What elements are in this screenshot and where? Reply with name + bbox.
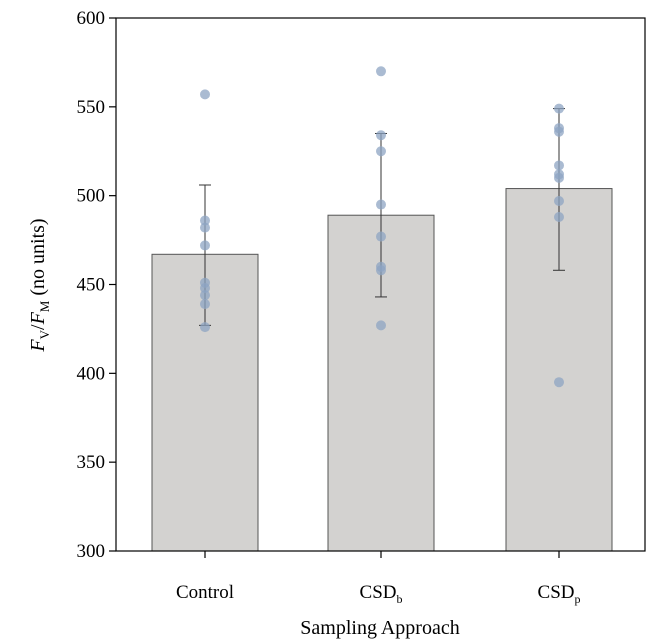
- data-point-2-7: [554, 211, 564, 222]
- x-axis: Control CSDb CSDp: [176, 551, 581, 606]
- data-point-2-3: [554, 160, 564, 171]
- data-point-0-2: [200, 222, 210, 233]
- y-axis-title-sep: /: [27, 324, 49, 330]
- data-point-0-1: [200, 215, 210, 226]
- data-point-2-5: [554, 172, 564, 183]
- data-point-1-2: [376, 146, 386, 157]
- y-axis-title-f1: F: [27, 339, 49, 353]
- data-point-0-3: [200, 240, 210, 251]
- data-point-2-8: [554, 377, 564, 388]
- y-axis-title-rest: (no units): [27, 218, 49, 300]
- data-point-2-0: [554, 103, 564, 114]
- data-point-1-7: [376, 320, 386, 331]
- points-group: [200, 66, 564, 388]
- y-axis-title: FV/FM (no units): [27, 218, 52, 352]
- y-axis-title-f2: F: [27, 311, 49, 325]
- y-tick-label-3: 450: [77, 275, 106, 296]
- y-tick-label-0: 300: [77, 541, 106, 562]
- x-axis-title: Sampling Approach: [300, 617, 459, 639]
- data-point-0-0: [200, 89, 210, 100]
- y-tick-label-1: 350: [77, 452, 106, 473]
- x-tick-label-2: CSDp: [538, 582, 581, 606]
- data-point-0-8: [200, 322, 210, 333]
- x-tick-label-0: Control: [176, 582, 234, 603]
- y-axis-title-sub1: V: [37, 329, 52, 339]
- data-point-1-0: [376, 66, 386, 77]
- data-point-0-5: [200, 283, 210, 294]
- y-tick-label-2: 400: [77, 363, 106, 384]
- data-point-0-7: [200, 299, 210, 310]
- bars-group: [151, 188, 613, 552]
- y-tick-label-6: 600: [77, 8, 106, 29]
- data-point-1-3: [376, 199, 386, 210]
- y-axis: 300 350 400 450 500 550 600: [77, 8, 116, 562]
- data-point-1-4: [376, 231, 386, 242]
- data-point-2-2: [554, 126, 564, 137]
- data-point-2-6: [554, 195, 564, 206]
- y-axis-title-sub2: M: [37, 300, 52, 312]
- y-tick-label-4: 500: [77, 186, 106, 207]
- y-tick-label-5: 550: [77, 97, 106, 118]
- data-point-0-6: [200, 290, 210, 301]
- data-point-1-6: [376, 265, 386, 276]
- data-point-1-1: [376, 130, 386, 141]
- x-tick-label-1: CSDb: [360, 582, 403, 606]
